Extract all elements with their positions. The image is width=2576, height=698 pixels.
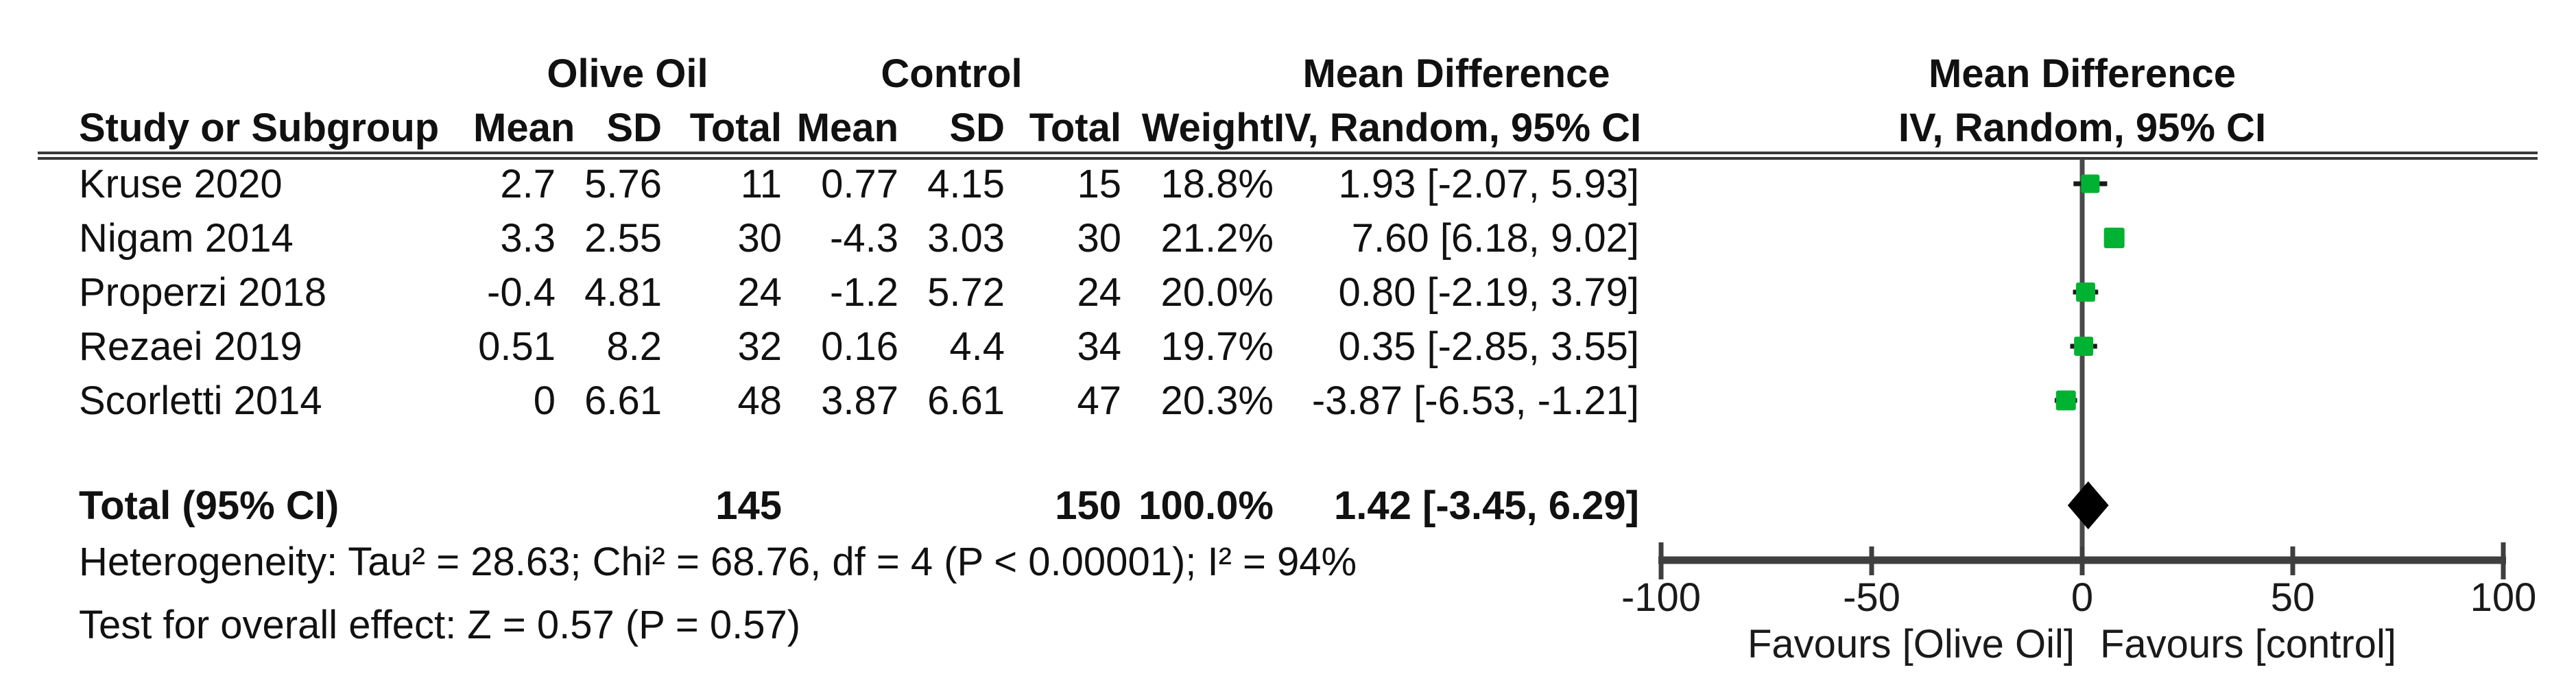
study-name: Rezaei 2019 [79, 324, 302, 369]
study-name: Kruse 2020 [79, 162, 283, 206]
study-name: Properzi 2018 [79, 270, 327, 315]
col-header-weight: Weight [1141, 106, 1274, 150]
total-control: 47 [1077, 378, 1121, 423]
study-marker [2074, 337, 2094, 356]
tick-label: 100 [2470, 575, 2537, 620]
favours-left-label: Favours [Olive Oil] [1748, 622, 2075, 666]
ci-value: 7.60 [6.18, 9.02] [1351, 216, 1639, 261]
mean-control: 3.87 [821, 378, 898, 423]
mean-control: 0.16 [821, 324, 898, 369]
total-control: 15 [1077, 162, 1121, 206]
mean-olive: 3.3 [500, 216, 556, 261]
ci-value: 1.93 [-2.07, 5.93] [1338, 162, 1639, 206]
total-olive: 48 [737, 378, 782, 423]
plot-header-method: IV, Random, 95% CI [1898, 106, 2267, 150]
sd-control: 3.03 [927, 216, 1005, 261]
heterogeneity-note: Heterogeneity: Tau² = 28.63; Chi² = 68.7… [79, 540, 1357, 584]
sd-control: 4.4 [949, 324, 1005, 369]
sd-olive: 4.81 [584, 270, 662, 315]
sd-olive: 6.61 [584, 378, 662, 423]
total-label: Total (95% CI) [79, 483, 339, 528]
tick-label: 0 [2071, 575, 2093, 620]
header-rule [38, 152, 2538, 160]
col-header-total-olive: Total [689, 106, 782, 150]
total-olive: 11 [740, 162, 782, 206]
total-olive: 24 [737, 270, 782, 315]
sd-olive: 8.2 [606, 324, 662, 369]
summary-diamond [2067, 481, 2109, 529]
study-marker [2103, 228, 2125, 248]
mean-olive: -0.4 [487, 270, 556, 315]
tick-label: -100 [1621, 575, 1701, 620]
ci-value: -3.87 [-6.53, -1.21] [1311, 378, 1639, 423]
col-header-mean-control: Mean [796, 106, 898, 150]
sd-olive: 2.55 [584, 216, 662, 261]
mean-olive: 2.7 [500, 162, 556, 206]
study-marker [2055, 390, 2076, 411]
col-header-study: Study or Subgroup [79, 106, 440, 150]
weight-value: 19.7% [1160, 324, 1274, 369]
total-weight: 100.0% [1138, 483, 1274, 528]
group-header-mean-difference: Mean Difference [1302, 51, 1610, 96]
sd-control: 6.61 [927, 378, 1005, 423]
sd-olive: 5.76 [584, 162, 662, 206]
ci-value: 0.80 [-2.19, 3.79] [1338, 270, 1639, 315]
total-control: 24 [1077, 270, 1121, 315]
mean-olive: 0 [533, 378, 556, 423]
mean-olive: 0.51 [478, 324, 556, 369]
study-name: Scorletti 2014 [79, 378, 322, 423]
sd-control: 5.72 [927, 270, 1005, 315]
tick-label: 50 [2271, 575, 2315, 620]
study-marker [2081, 174, 2100, 193]
meta-analysis-table: Olive Oil Control Mean Difference Study … [79, 47, 1642, 651]
tick-label: -50 [1843, 575, 1900, 620]
mean-control: -1.2 [830, 270, 898, 315]
sd-control: 4.15 [927, 162, 1005, 206]
group-header-control: Control [881, 51, 1023, 96]
total-ci-value: 1.42 [-3.45, 6.29] [1334, 483, 1639, 528]
total-control: 30 [1077, 216, 1121, 261]
col-header-sd-olive: SD [606, 106, 662, 150]
total-control-n: 150 [1055, 483, 1121, 528]
weight-value: 18.8% [1160, 162, 1274, 206]
mean-control: 0.77 [821, 162, 898, 206]
favours-right-label: Favours [control] [2100, 622, 2396, 666]
total-olive: 30 [737, 216, 782, 261]
study-name: Nigam 2014 [79, 216, 294, 261]
col-header-sd-control: SD [949, 106, 1005, 150]
col-header-total-control: Total [1029, 106, 1121, 150]
plot-header-mean-difference: Mean Difference [1928, 51, 2237, 96]
total-olive: 32 [737, 324, 782, 369]
mean-control: -4.3 [830, 216, 898, 261]
weight-value: 21.2% [1160, 216, 1274, 261]
total-control: 34 [1077, 324, 1121, 369]
weight-value: 20.3% [1160, 378, 1274, 423]
weight-value: 20.0% [1160, 270, 1274, 315]
ci-value: 0.35 [-2.85, 3.55] [1338, 324, 1639, 369]
group-header-olive-oil: Olive Oil [547, 51, 708, 96]
total-olive-n: 145 [715, 483, 782, 528]
col-header-ci: IV, Random, 95% CI [1274, 106, 1642, 150]
study-marker [2075, 282, 2095, 302]
overall-effect-note: Test for overall effect: Z = 0.57 (P = 0… [79, 603, 801, 647]
